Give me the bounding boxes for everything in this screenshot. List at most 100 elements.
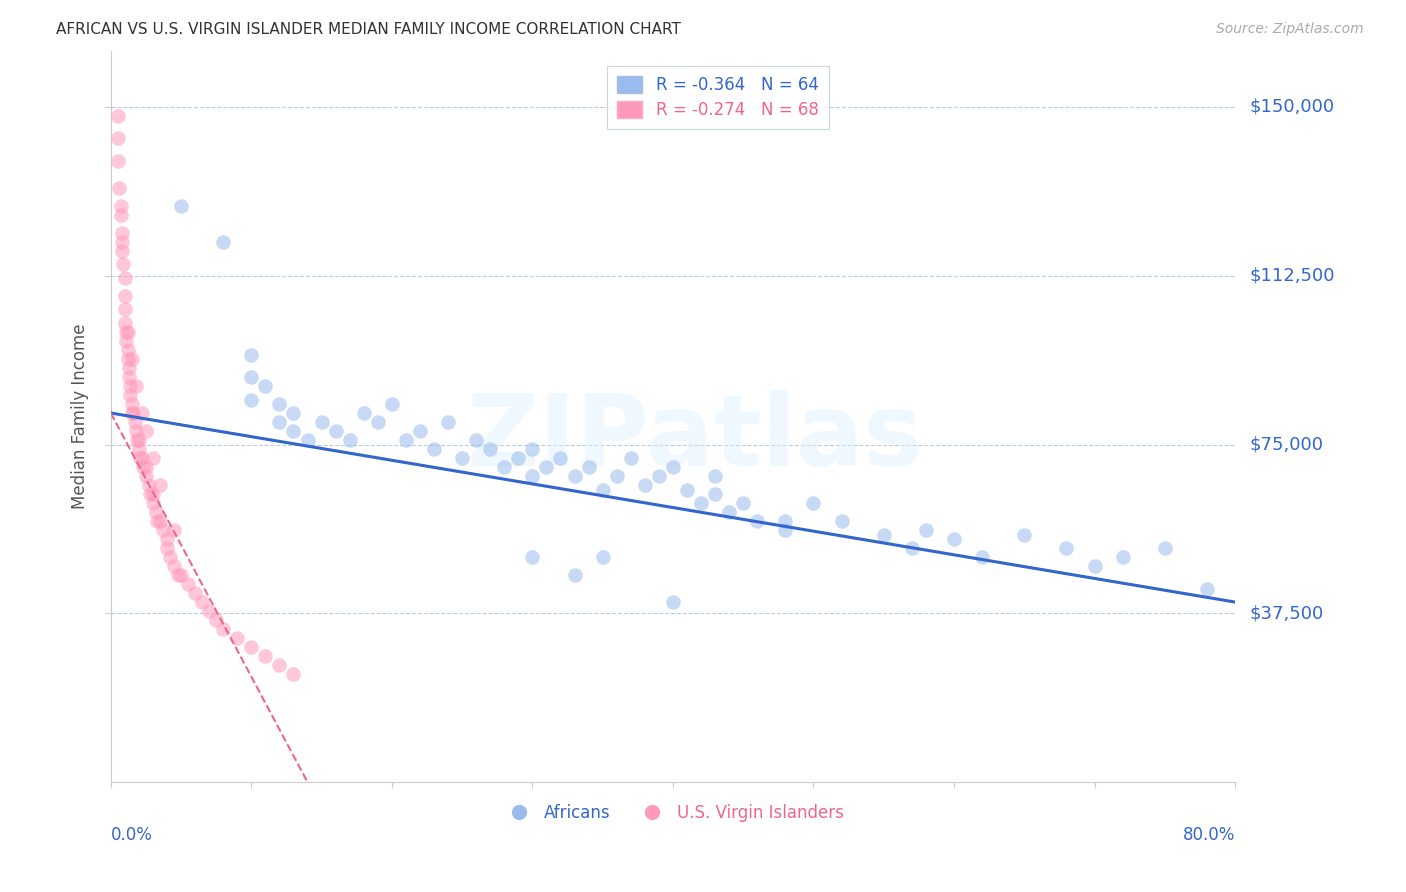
Point xyxy=(107,153,129,168)
Point xyxy=(138,478,160,492)
Point xyxy=(125,379,148,393)
Point xyxy=(465,433,488,447)
Point xyxy=(114,271,136,285)
Point xyxy=(170,568,193,582)
Point xyxy=(212,235,235,249)
Point xyxy=(1083,559,1105,574)
Point xyxy=(111,244,134,258)
Text: Source: ZipAtlas.com: Source: ZipAtlas.com xyxy=(1216,22,1364,37)
Point xyxy=(564,568,586,582)
Point xyxy=(395,433,418,447)
Point xyxy=(107,131,129,145)
Y-axis label: Median Family Income: Median Family Income xyxy=(72,324,89,509)
Point xyxy=(163,559,186,574)
Point xyxy=(118,370,141,384)
Point xyxy=(269,397,291,411)
Point xyxy=(311,415,333,429)
Point xyxy=(494,460,516,475)
Text: $112,500: $112,500 xyxy=(1250,267,1336,285)
Point xyxy=(108,181,131,195)
Text: AFRICAN VS U.S. VIRGIN ISLANDER MEDIAN FAMILY INCOME CORRELATION CHART: AFRICAN VS U.S. VIRGIN ISLANDER MEDIAN F… xyxy=(56,22,681,37)
Point xyxy=(353,406,375,420)
Point xyxy=(117,351,139,366)
Point xyxy=(662,595,685,609)
Point xyxy=(367,415,389,429)
Point xyxy=(972,550,994,565)
Point xyxy=(127,433,149,447)
Point xyxy=(479,442,502,456)
Point xyxy=(901,541,924,555)
Point xyxy=(423,442,446,456)
Point xyxy=(205,613,228,627)
Point xyxy=(1054,541,1077,555)
Point xyxy=(135,460,157,475)
Point xyxy=(240,347,263,361)
Point xyxy=(522,442,544,456)
Point xyxy=(177,577,200,591)
Point xyxy=(111,235,134,249)
Point xyxy=(156,532,179,546)
Point xyxy=(118,361,141,376)
Point xyxy=(131,450,153,465)
Text: ZIPatlas: ZIPatlas xyxy=(467,390,924,487)
Point xyxy=(733,496,755,510)
Point xyxy=(283,406,305,420)
Point xyxy=(803,496,825,510)
Point xyxy=(170,199,193,213)
Point xyxy=(128,442,150,456)
Point xyxy=(149,514,172,528)
Point xyxy=(775,523,797,537)
Point xyxy=(620,450,643,465)
Point xyxy=(339,433,361,447)
Point xyxy=(135,469,157,483)
Point xyxy=(115,325,138,339)
Point xyxy=(690,496,713,510)
Point xyxy=(240,640,263,654)
Point xyxy=(718,505,741,519)
Point xyxy=(283,424,305,438)
Point xyxy=(159,550,181,565)
Point xyxy=(117,325,139,339)
Point xyxy=(149,478,172,492)
Point xyxy=(240,370,263,384)
Text: $75,000: $75,000 xyxy=(1250,435,1323,453)
Point xyxy=(114,289,136,303)
Point xyxy=(648,469,671,483)
Point xyxy=(132,460,155,475)
Point xyxy=(606,469,628,483)
Point xyxy=(1014,527,1036,541)
Point xyxy=(122,406,145,420)
Point xyxy=(508,450,530,465)
Point xyxy=(409,424,432,438)
Point xyxy=(254,649,277,664)
Point xyxy=(704,469,727,483)
Text: 80.0%: 80.0% xyxy=(1182,826,1234,844)
Point xyxy=(110,199,132,213)
Point xyxy=(125,424,148,438)
Point xyxy=(1111,550,1133,565)
Point xyxy=(212,622,235,636)
Point xyxy=(163,523,186,537)
Text: 0.0%: 0.0% xyxy=(111,826,153,844)
Point xyxy=(381,397,404,411)
Point xyxy=(142,496,165,510)
Point xyxy=(1153,541,1175,555)
Point xyxy=(522,469,544,483)
Point xyxy=(226,631,249,645)
Point xyxy=(831,514,853,528)
Point xyxy=(254,379,277,393)
Point xyxy=(269,415,291,429)
Point xyxy=(269,658,291,673)
Point xyxy=(139,487,162,501)
Point xyxy=(124,415,146,429)
Point xyxy=(107,109,129,123)
Point xyxy=(112,258,135,272)
Text: $150,000: $150,000 xyxy=(1250,98,1334,116)
Point xyxy=(662,460,685,475)
Point xyxy=(1195,582,1218,596)
Text: $37,500: $37,500 xyxy=(1250,604,1324,623)
Point xyxy=(117,343,139,357)
Point xyxy=(121,406,143,420)
Point xyxy=(142,450,165,465)
Point xyxy=(121,397,143,411)
